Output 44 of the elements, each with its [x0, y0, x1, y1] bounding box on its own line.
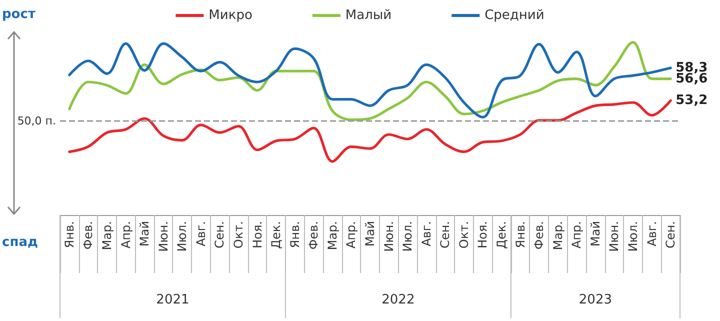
x-tick-label: Июн. [607, 221, 622, 252]
x-tick-label: Апр. [118, 221, 133, 248]
legend-label: Малый [345, 8, 392, 23]
x-tick-label: Дек. [494, 221, 509, 249]
x-tick-label: Мар. [550, 221, 565, 250]
x-tick-label: Дек. [269, 221, 284, 249]
x-tick-label: Авг. [194, 221, 208, 246]
text: рост [2, 7, 36, 22]
x-tick-label: Мар. [325, 221, 340, 250]
x-tick-label: Май [588, 221, 602, 247]
text: 2023 [578, 292, 612, 308]
x-tick-label: Авг. [419, 221, 434, 246]
x-tick-label: Сен. [664, 221, 678, 248]
data-label: 56,6 [676, 71, 708, 86]
x-tick-label: Май [363, 221, 377, 247]
x-tick-label: Апр. [344, 221, 358, 248]
x-tick-label: Фев. [532, 221, 546, 250]
x-tick-label: Июн. [382, 221, 396, 252]
x-tick-label: Апр. [570, 221, 584, 248]
x-tick-label: Июл. [400, 221, 415, 252]
x-tick-label: Фев. [306, 221, 321, 250]
x-tick-label: Янв. [62, 221, 76, 248]
x-tick-label: Сен. [438, 221, 452, 248]
data-label: 53,2 [676, 93, 708, 108]
legend-label: Микро [208, 8, 252, 23]
x-tick-label: Июл. [626, 221, 640, 252]
x-tick-label: Фев. [81, 221, 96, 250]
x-tick-label: Янв. [513, 221, 528, 248]
x-tick-label: Июл. [175, 221, 190, 252]
x-tick-label: Ноя. [250, 221, 264, 248]
x-tick-label: Окт. [231, 221, 246, 248]
text: 2022 [382, 292, 415, 308]
legend-label: Средний [484, 8, 544, 23]
x-tick-label: Сен. [212, 221, 227, 248]
x-tick-label: Мар. [100, 221, 114, 250]
text: 2021 [156, 292, 190, 308]
x-tick-label: Ноя. [476, 221, 490, 248]
x-tick-label: Авг. [644, 221, 659, 246]
x-tick-label: Июн. [156, 221, 170, 252]
x-tick-label: Окт. [456, 221, 471, 248]
ref-line-label: 50,0 п. [17, 114, 56, 128]
x-tick-label: Май [138, 221, 152, 247]
x-tick-label: Янв. [288, 221, 302, 248]
text: спад [2, 235, 38, 250]
